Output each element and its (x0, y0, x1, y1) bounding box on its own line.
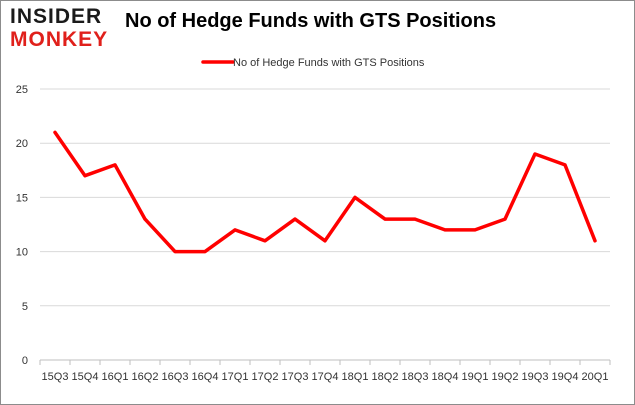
data-point (383, 217, 387, 221)
y-tick-label: 20 (16, 138, 28, 150)
x-tick-label: 19Q2 (492, 371, 519, 383)
x-tick-label: 17Q3 (282, 371, 309, 383)
legend: No of Hedge Funds with GTS Positions (201, 57, 425, 69)
x-tick-label: 19Q3 (522, 371, 549, 383)
x-tick-label: 16Q2 (132, 371, 159, 383)
legend-label: No of Hedge Funds with GTS Positions (233, 57, 425, 69)
x-tick-label: 17Q2 (252, 371, 279, 383)
x-tick-label: 16Q3 (162, 371, 189, 383)
y-tick-label: 10 (16, 247, 28, 259)
x-tick-label: 19Q1 (462, 371, 489, 383)
x-tick-label: 18Q4 (432, 371, 459, 383)
data-point (563, 163, 567, 167)
data-point (263, 239, 267, 243)
data-point (323, 239, 327, 243)
gridlines (40, 88, 610, 307)
data-point (233, 228, 237, 232)
data-point (53, 130, 57, 134)
series-line (53, 130, 597, 254)
data-point (173, 250, 177, 254)
chart-title: No of Hedge Funds with GTS Positions (125, 10, 497, 32)
data-point (143, 217, 147, 221)
y-tick-label: 0 (22, 355, 28, 367)
data-point (473, 228, 477, 232)
x-tick-label: 18Q2 (372, 371, 399, 383)
x-tick-label: 20Q1 (582, 371, 609, 383)
logo-word-monkey: MONKEY (10, 28, 109, 51)
x-tick-label: 19Q4 (552, 371, 579, 383)
data-point (413, 217, 417, 221)
y-tick-label: 5 (22, 301, 28, 313)
x-tick-label: 15Q3 (42, 371, 69, 383)
data-point (533, 152, 537, 156)
y-tick-label: 25 (16, 84, 28, 96)
y-tick-label: 15 (16, 192, 28, 204)
data-point (203, 250, 207, 254)
data-point (593, 239, 597, 243)
x-tick-label: 16Q4 (192, 371, 219, 383)
data-point (503, 217, 507, 221)
logo-word-insider: INSIDER (10, 5, 103, 28)
insider-monkey-logo: INSIDER MONKEY (10, 6, 120, 54)
data-point (83, 174, 87, 178)
data-point (293, 217, 297, 221)
x-axis (39, 359, 611, 365)
x-tick-label: 15Q4 (72, 371, 99, 383)
series-lines (53, 130, 597, 254)
x-tick-label: 17Q4 (312, 371, 339, 383)
x-tick-label: 16Q1 (102, 371, 129, 383)
y-axis-tick-labels: 0 5 10 15 20 25 (16, 84, 28, 367)
x-tick-label: 18Q3 (402, 371, 429, 383)
data-point (113, 163, 117, 167)
data-point (353, 195, 357, 199)
x-tick-label: 18Q1 (342, 371, 369, 383)
x-axis-tick-labels: 15Q3 15Q4 16Q1 16Q2 16Q3 16Q4 17Q1 17Q2 17Q3 17Q4… (42, 371, 609, 383)
x-tick-label: 17Q1 (222, 371, 249, 383)
data-point (443, 228, 447, 232)
